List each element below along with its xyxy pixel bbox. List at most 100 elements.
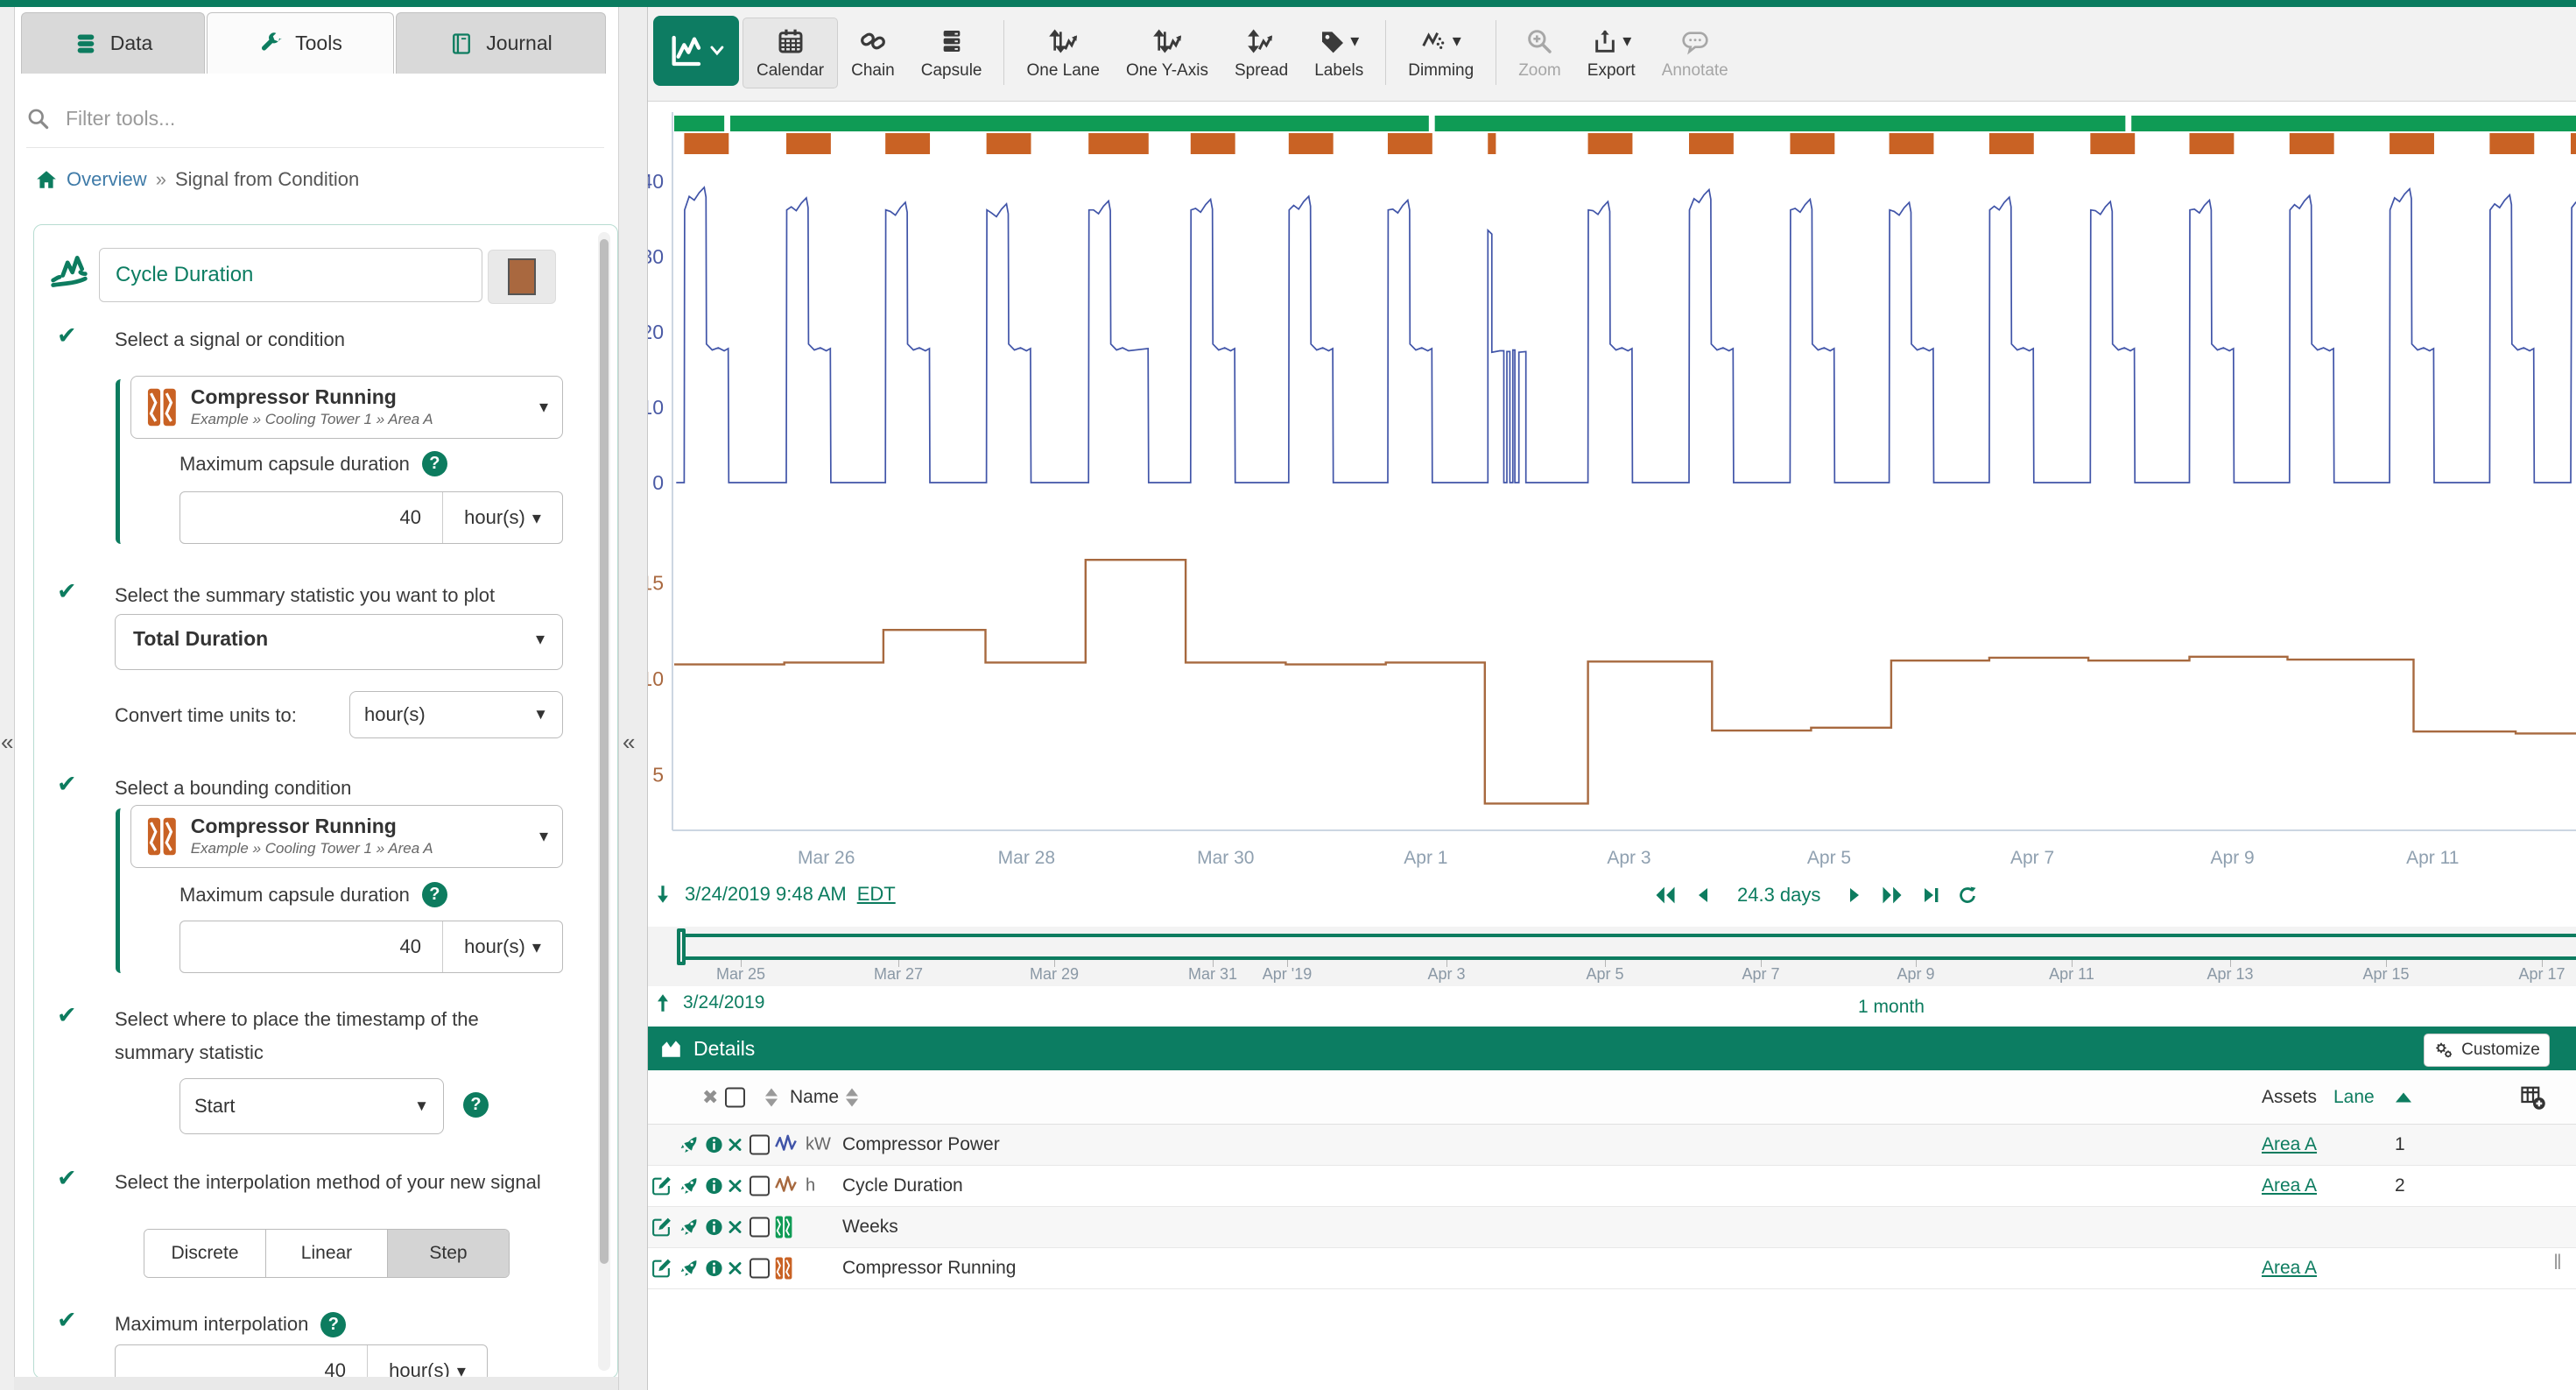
toolbar-one-lane-button[interactable]: One Lane <box>1013 18 1112 88</box>
view-mode-button[interactable] <box>653 16 739 86</box>
interpolation-option-linear[interactable]: Linear <box>266 1230 388 1277</box>
max-capsule-unit-select[interactable]: hour(s) ▾ <box>443 921 562 972</box>
tool-name-input[interactable]: Cycle Duration <box>99 248 482 302</box>
collapse-sidebar-icon[interactable]: « <box>623 729 636 755</box>
info-icon[interactable] <box>704 1135 724 1155</box>
timeline-tick <box>2542 960 2543 967</box>
toolbar-calendar-button[interactable]: Calendar <box>743 17 839 88</box>
sort-icon[interactable] <box>765 1088 778 1106</box>
range-duration[interactable]: 24.3 days <box>1737 884 1821 906</box>
tab-tools[interactable]: Tools <box>207 12 394 74</box>
timeline-start-handle[interactable] <box>677 928 686 965</box>
tab-journal[interactable]: Journal <box>396 12 606 74</box>
bounding-select[interactable]: Compressor Running Example » Cooling Tow… <box>130 805 563 868</box>
filter-placeholder: Filter tools... <box>66 106 176 130</box>
max-capsule-unit-select[interactable]: hour(s) ▾ <box>443 492 562 543</box>
sidebar-footer <box>14 1377 618 1390</box>
scrollbar-thumb[interactable] <box>600 239 609 1264</box>
display-range-start[interactable]: 3/24/2019 9:48 AM EDT <box>651 883 896 906</box>
help-icon[interactable]: ? <box>463 1092 489 1118</box>
info-icon[interactable] <box>704 1176 724 1196</box>
caret-down-icon: ▼ <box>414 1097 429 1114</box>
home-icon[interactable] <box>35 168 58 191</box>
step-forward-button[interactable] <box>1843 885 1864 906</box>
details-row-weeks[interactable]: Weeks <box>648 1207 2576 1248</box>
customize-button[interactable]: Customize <box>2424 1034 2550 1067</box>
toolbar-capsule-button[interactable]: Capsule <box>908 18 996 88</box>
remove-icon[interactable] <box>727 1137 743 1154</box>
remove-icon[interactable] <box>727 1219 743 1236</box>
panel-scrollbar[interactable] <box>598 232 610 1371</box>
edit-icon[interactable] <box>651 1175 672 1197</box>
max-interpolation-input[interactable]: 40 <box>116 1345 368 1378</box>
investigate-range-start[interactable]: 3/24/2019 <box>651 991 764 1014</box>
asset-link[interactable]: Area A <box>2262 1175 2318 1196</box>
step-backward-button[interactable] <box>1693 885 1714 906</box>
top-accent-bar <box>0 0 2576 7</box>
annotate-icon <box>1681 27 1709 55</box>
left-gutter: « <box>0 7 15 1390</box>
group-bracket <box>116 379 130 544</box>
details-row-compressor-running[interactable]: Compressor Running Area A <box>648 1248 2576 1289</box>
details-row-compressor-power[interactable]: kW Compressor Power Area A 1 <box>648 1125 2576 1166</box>
add-column-icon[interactable] <box>2520 1084 2546 1111</box>
max-interpolation-unit-select[interactable]: hour(s) ▾ <box>368 1345 487 1378</box>
rocket-icon[interactable] <box>678 1217 700 1238</box>
signal-select[interactable]: Compressor Running Example » Cooling Tow… <box>130 376 563 439</box>
max-capsule-duration-field: 40 hour(s) ▾ <box>179 491 563 544</box>
info-icon[interactable] <box>704 1259 724 1279</box>
tool-name-value: Cycle Duration <box>116 263 254 286</box>
toolbar-spread-button[interactable]: Spread <box>1221 18 1301 88</box>
timezone-link[interactable]: EDT <box>856 883 896 905</box>
info-icon[interactable] <box>704 1217 724 1238</box>
breadcrumb-overview-link[interactable]: Overview <box>67 168 147 190</box>
column-name-header[interactable]: Name <box>790 1086 840 1107</box>
max-capsule-input[interactable]: 40 <box>180 921 443 972</box>
row-checkbox[interactable] <box>750 1217 770 1238</box>
remove-all-icon[interactable]: ✖ <box>702 1085 719 1108</box>
row-checkbox[interactable] <box>750 1134 770 1155</box>
column-lane-header[interactable]: Lane <box>2333 1086 2375 1107</box>
select-all-checkbox[interactable] <box>725 1087 745 1107</box>
rocket-icon[interactable] <box>678 1134 700 1156</box>
help-icon[interactable]: ? <box>421 882 447 907</box>
details-row-cycle-duration[interactable]: h Cycle Duration Area A 2 <box>648 1166 2576 1207</box>
investigate-window[interactable]: 1 month <box>1858 997 1925 1017</box>
rocket-icon[interactable] <box>678 1175 700 1197</box>
refresh-button[interactable] <box>1957 885 1978 906</box>
interpolation-option-discrete[interactable]: Discrete <box>144 1230 266 1277</box>
edit-icon[interactable] <box>651 1258 672 1280</box>
help-icon[interactable]: ? <box>421 451 447 476</box>
edit-icon[interactable] <box>651 1217 672 1238</box>
fast-forward-button[interactable] <box>1880 883 1904 907</box>
asset-link[interactable]: Area A <box>2262 1258 2318 1278</box>
toolbar-labels-button[interactable]: ▾ Labels <box>1301 18 1376 88</box>
column-assets-header[interactable]: Assets <box>2262 1086 2318 1107</box>
investigate-timeline[interactable]: Mar 25 Mar 27 Mar 29 Mar 31 Apr '19 Apr 3 Apr … <box>648 927 2576 986</box>
help-icon[interactable]: ? <box>320 1311 347 1337</box>
sort-icon[interactable] <box>846 1088 858 1106</box>
asset-link[interactable]: Area A <box>2262 1134 2318 1154</box>
filter-tools-input[interactable]: Filter tools... <box>26 98 604 138</box>
max-capsule-input[interactable]: 40 <box>180 492 443 543</box>
rocket-icon[interactable] <box>678 1258 700 1280</box>
remove-icon[interactable] <box>727 1260 743 1277</box>
timestamp-select[interactable]: Start ▼ <box>179 1078 444 1134</box>
toolbar-one-y-axis-button[interactable]: One Y-Axis <box>1113 18 1221 88</box>
color-swatch-button[interactable] <box>488 250 556 304</box>
resize-handle[interactable]: ‖ <box>2553 1251 2564 1274</box>
statistic-select[interactable]: Total Duration ▾ <box>115 614 563 670</box>
row-checkbox[interactable] <box>750 1175 770 1196</box>
interpolation-option-step[interactable]: Step <box>388 1230 509 1277</box>
convert-units-select[interactable]: hour(s) ▼ <box>349 691 563 738</box>
remove-icon[interactable] <box>727 1178 743 1195</box>
go-to-now-button[interactable] <box>1920 885 1941 906</box>
collapse-left-icon[interactable]: « <box>1 729 14 755</box>
row-checkbox[interactable] <box>750 1258 770 1279</box>
one-y-axis-icon <box>1153 27 1181 55</box>
tab-data[interactable]: Data <box>21 12 205 74</box>
toolbar-dimming-button[interactable]: ▾ Dimming <box>1395 18 1487 88</box>
fast-backward-button[interactable] <box>1653 883 1678 907</box>
toolbar-chain-button[interactable]: Chain <box>838 18 908 88</box>
toolbar-export-button[interactable]: ▾ Export <box>1574 18 1649 88</box>
